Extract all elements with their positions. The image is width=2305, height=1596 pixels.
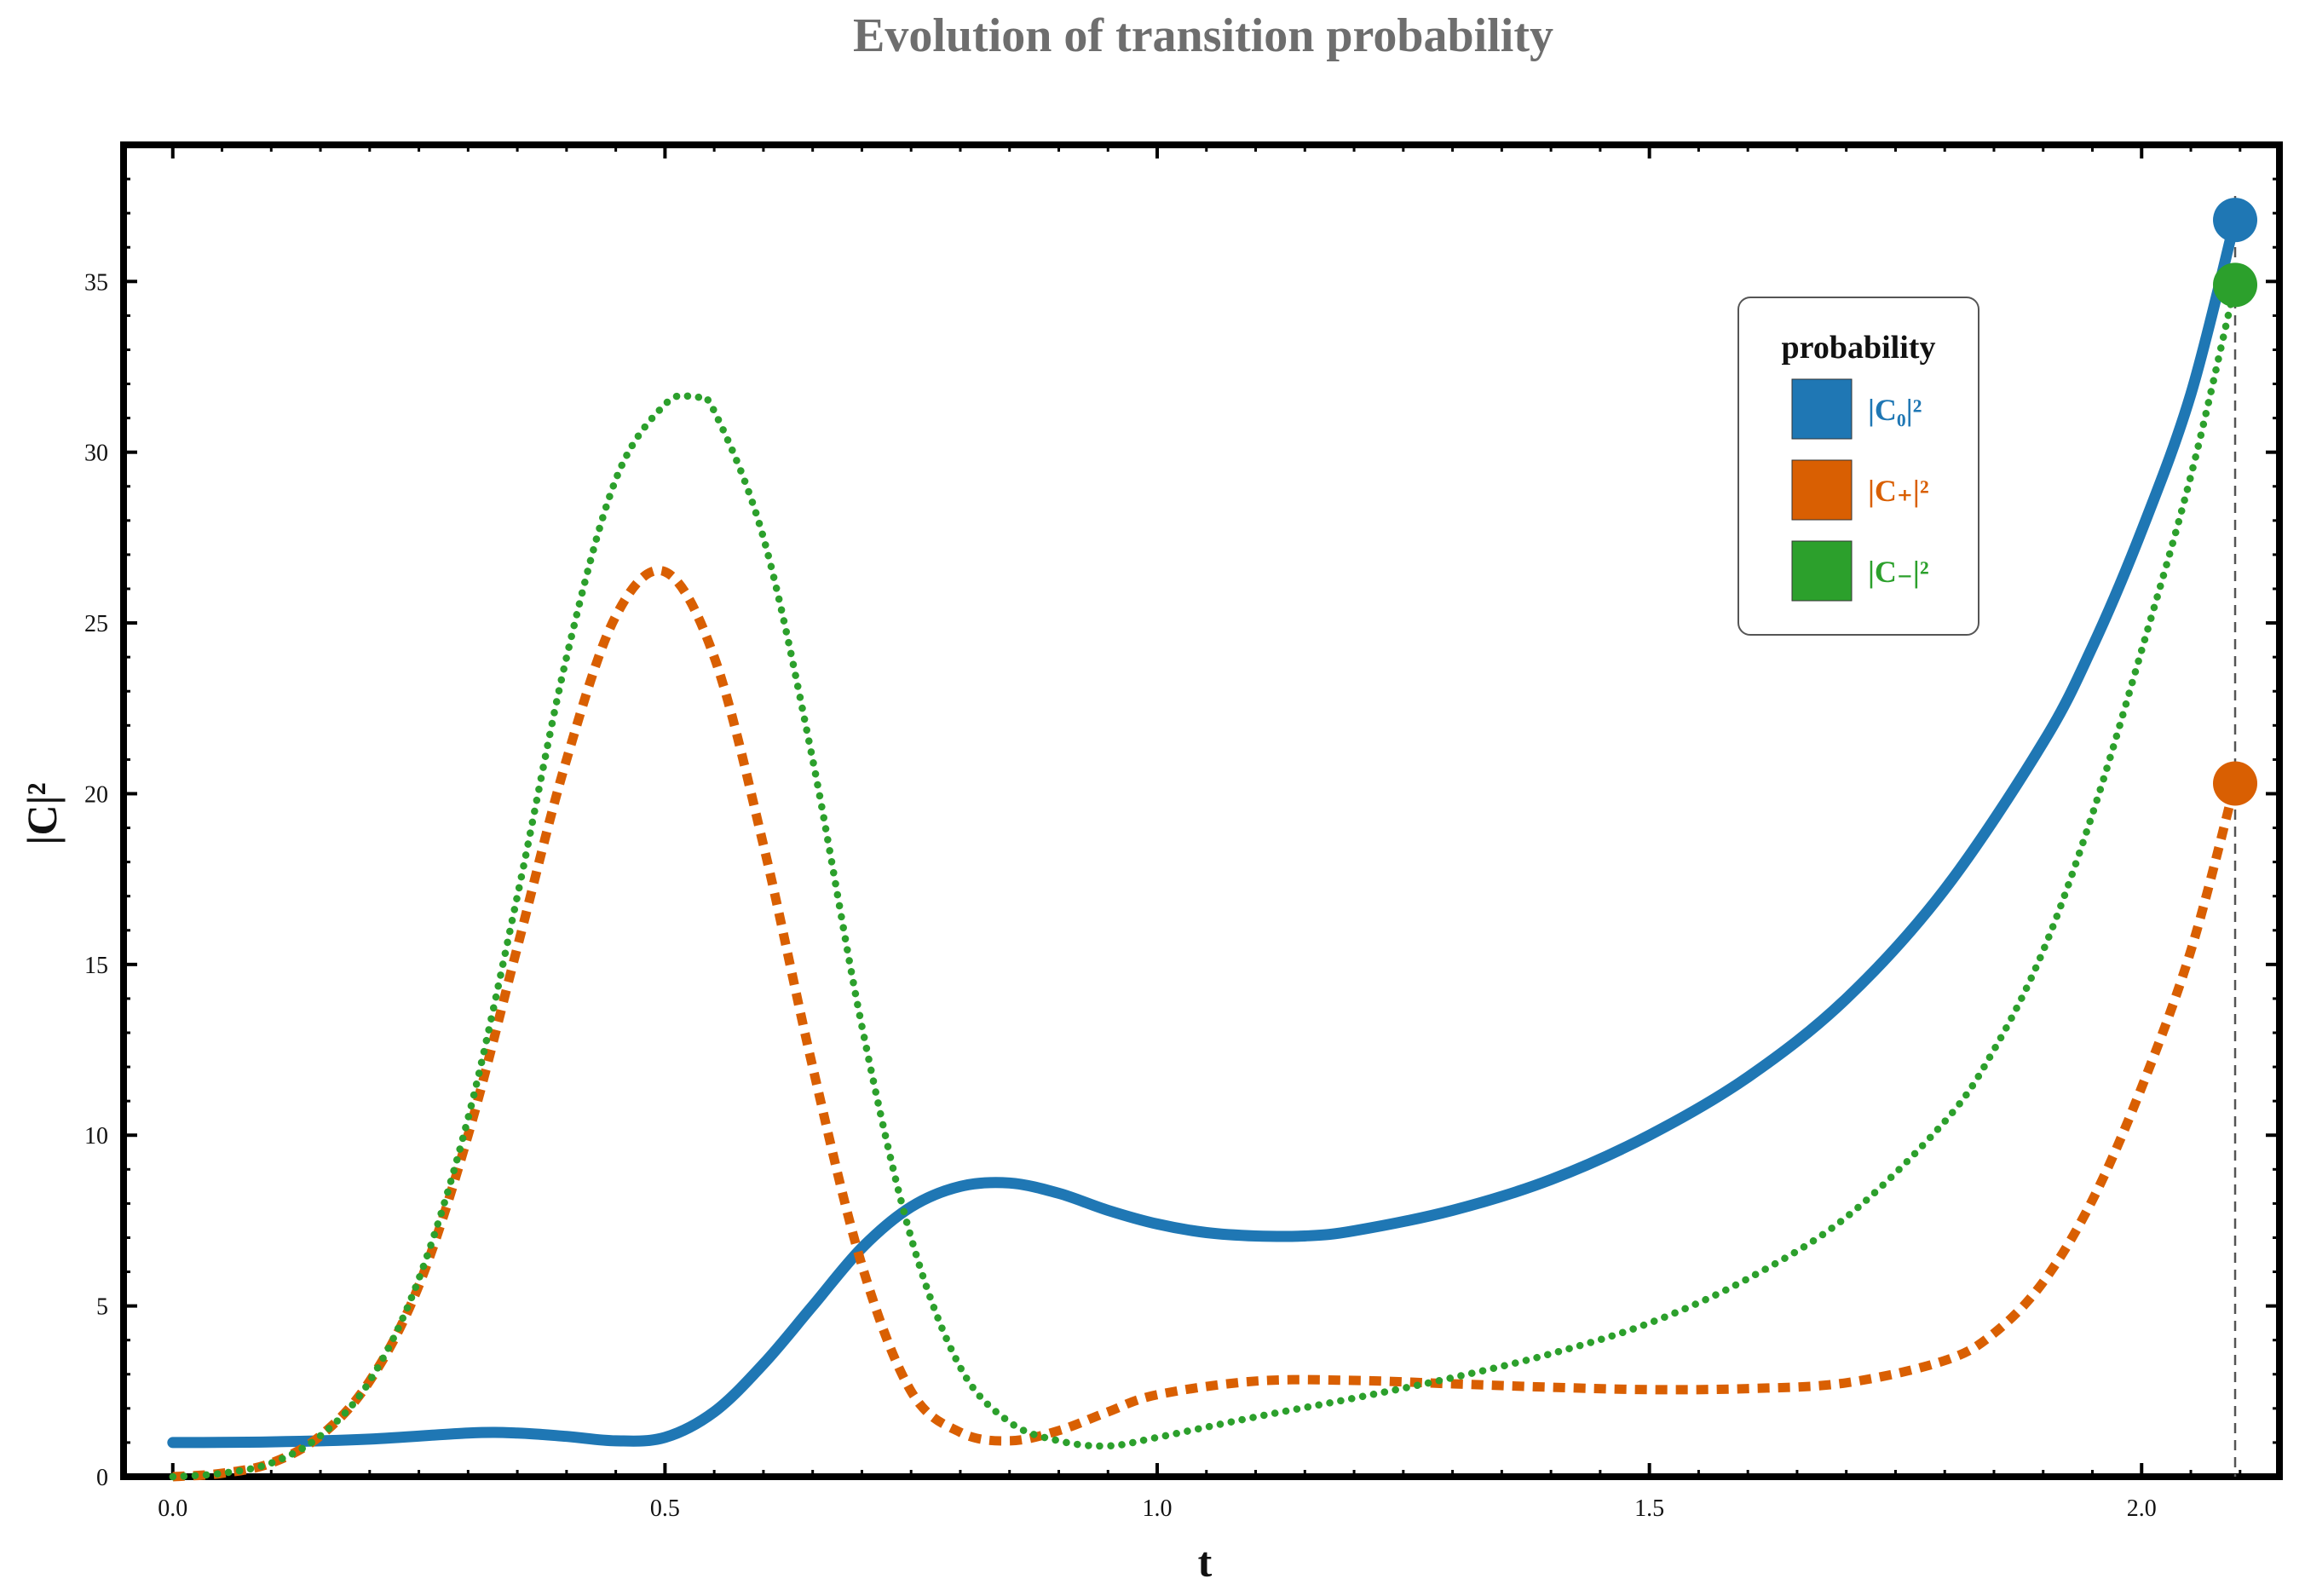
- series-line-2: [172, 566, 2240, 1482]
- y-tick-label: 20: [84, 781, 108, 808]
- x-tick-label: 1.5: [1634, 1495, 1664, 1522]
- legend-swatch-3: [1791, 540, 1853, 602]
- series-end-point-2: [2213, 761, 2258, 806]
- series-line-3: [169, 281, 2239, 1481]
- legend-label-3: |C₋|²: [1868, 555, 1929, 589]
- y-tick-label: 10: [84, 1123, 108, 1149]
- legend-swatch-1: [1791, 378, 1853, 440]
- legend: probability |C₀|² |C₊|² |C₋|²: [1737, 297, 1979, 636]
- x-tick-label: 0.5: [650, 1495, 680, 1522]
- y-tick-label: 5: [96, 1294, 108, 1321]
- y-tick-label: 35: [84, 269, 108, 296]
- series-line-1: [167, 214, 2241, 1449]
- legend-label-1: |C₀|²: [1868, 393, 1922, 427]
- x-tick-label: 2.0: [2127, 1495, 2157, 1522]
- y-tick-label: 25: [84, 611, 108, 637]
- legend-label-2: |C₊|²: [1868, 474, 1929, 508]
- y-tick-label: 30: [84, 441, 108, 467]
- y-axis-label: |C|²: [18, 782, 66, 844]
- legend-title: probability: [1782, 330, 1936, 366]
- x-tick-label: 1.0: [1143, 1495, 1173, 1522]
- y-tick-label: 15: [84, 953, 108, 979]
- series-end-point-3: [2213, 262, 2258, 308]
- legend-swatch-2: [1791, 459, 1853, 521]
- x-axis-label: t: [1198, 1538, 1213, 1586]
- series-end-point-1: [2213, 198, 2258, 243]
- y-tick-label: 0: [96, 1465, 108, 1491]
- plot-frame: [120, 141, 2283, 1480]
- chart-title: Evolution of transition probability: [853, 9, 1553, 62]
- plot-area: 0.0 0.5 1.0 1.5 2.0 0 5 10 15 20 25 30 35: [84, 141, 2283, 1522]
- x-tick-label: 0.0: [158, 1495, 187, 1522]
